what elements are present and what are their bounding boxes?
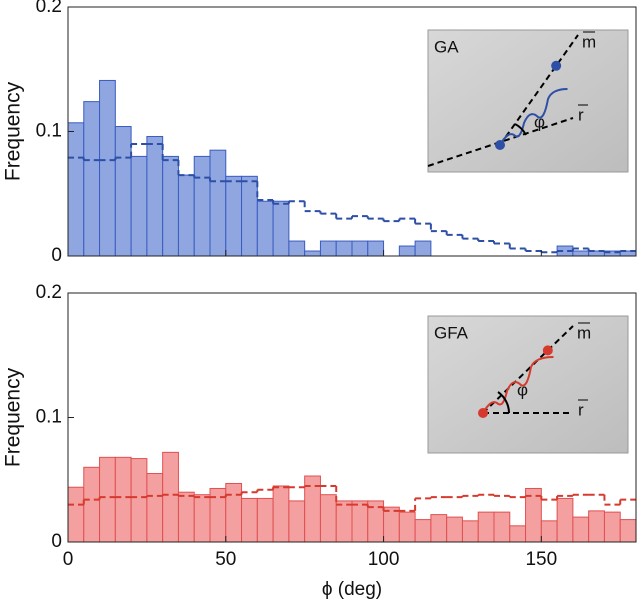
bar — [398, 511, 416, 543]
bar — [367, 240, 385, 257]
bar — [304, 250, 321, 257]
angle-label: φ — [517, 380, 528, 399]
bar — [288, 500, 306, 543]
bar — [383, 506, 400, 543]
bar — [241, 175, 258, 257]
panel: 0 0.1 0.2 0 50 100 150 Frequency ϕ (deg) GFA φ m r — [2, 282, 637, 600]
angle-arc — [514, 123, 527, 136]
bar — [67, 486, 85, 543]
bar — [603, 511, 621, 543]
y-tick-label: 0.2 — [36, 282, 62, 303]
angle-arc — [497, 391, 510, 414]
bar — [256, 200, 274, 257]
bar — [193, 494, 211, 543]
x-tick-label: 50 — [215, 549, 236, 570]
bar — [209, 149, 227, 257]
bar — [162, 155, 179, 257]
bar — [193, 155, 211, 257]
panel: 0 0.1 0.2 Frequency GA φ m r — [2, 0, 637, 266]
bar — [177, 174, 195, 257]
start-point — [478, 408, 488, 418]
trajectory — [499, 88, 568, 146]
y-tick-label: 0 — [51, 531, 62, 552]
y-tick-label: 0.1 — [36, 407, 62, 428]
r-label: r — [578, 105, 584, 124]
m-axis — [499, 34, 579, 146]
bar — [99, 79, 116, 257]
bar — [540, 520, 558, 543]
bar — [351, 240, 369, 257]
r-axis — [427, 117, 574, 167]
bar — [256, 497, 274, 543]
bar — [177, 491, 195, 543]
bar — [99, 456, 116, 543]
bar — [493, 511, 511, 543]
bar — [225, 175, 243, 257]
bar — [572, 516, 590, 543]
bar — [509, 525, 527, 543]
trajectory — [482, 356, 554, 414]
bar — [272, 485, 290, 543]
bar — [225, 482, 243, 543]
x-axis-label: ϕ (deg) — [322, 579, 382, 600]
bar — [130, 458, 148, 543]
m-label: m — [582, 32, 596, 51]
bar — [83, 466, 101, 543]
inset-label: GA — [434, 37, 459, 56]
bar — [83, 101, 101, 257]
bar — [241, 497, 258, 543]
bar — [398, 245, 416, 257]
bar — [588, 510, 605, 543]
bar — [67, 122, 85, 257]
bar — [319, 494, 337, 543]
bar — [272, 200, 290, 257]
bar — [556, 497, 574, 543]
bar — [477, 511, 495, 543]
bar — [114, 126, 132, 257]
m-label: m — [577, 323, 591, 342]
bar — [572, 250, 590, 257]
x-tick-label: 0 — [63, 549, 74, 570]
end-point — [542, 345, 553, 356]
y-tick-label: 0.2 — [36, 0, 62, 17]
angle-label: φ — [534, 112, 545, 131]
bar — [319, 240, 337, 257]
start-point — [495, 140, 505, 150]
bar — [146, 135, 164, 257]
x-tick-label: 150 — [525, 549, 557, 570]
bar — [146, 473, 164, 543]
x-tick-label: 100 — [368, 549, 400, 570]
bar — [430, 514, 448, 543]
y-axis-label: Frequency — [2, 367, 25, 467]
bar — [335, 500, 353, 543]
r-label: r — [578, 400, 584, 419]
inset-image — [427, 315, 629, 454]
y-axis-label: Frequency — [2, 81, 25, 181]
bar — [414, 519, 432, 543]
inset-label: GFA — [434, 323, 469, 342]
bar — [619, 519, 637, 543]
bar — [288, 240, 306, 257]
bar — [446, 516, 463, 543]
bar — [335, 240, 353, 257]
end-point — [551, 60, 562, 71]
bar — [130, 155, 148, 257]
bar — [461, 520, 479, 543]
y-tick-label: 0 — [51, 245, 62, 266]
bar — [414, 240, 432, 257]
m-axis — [482, 325, 574, 414]
bar — [162, 451, 179, 543]
inset-image — [427, 29, 629, 173]
bar — [114, 456, 132, 543]
bar — [351, 500, 369, 543]
y-tick-label: 0.1 — [36, 121, 62, 142]
